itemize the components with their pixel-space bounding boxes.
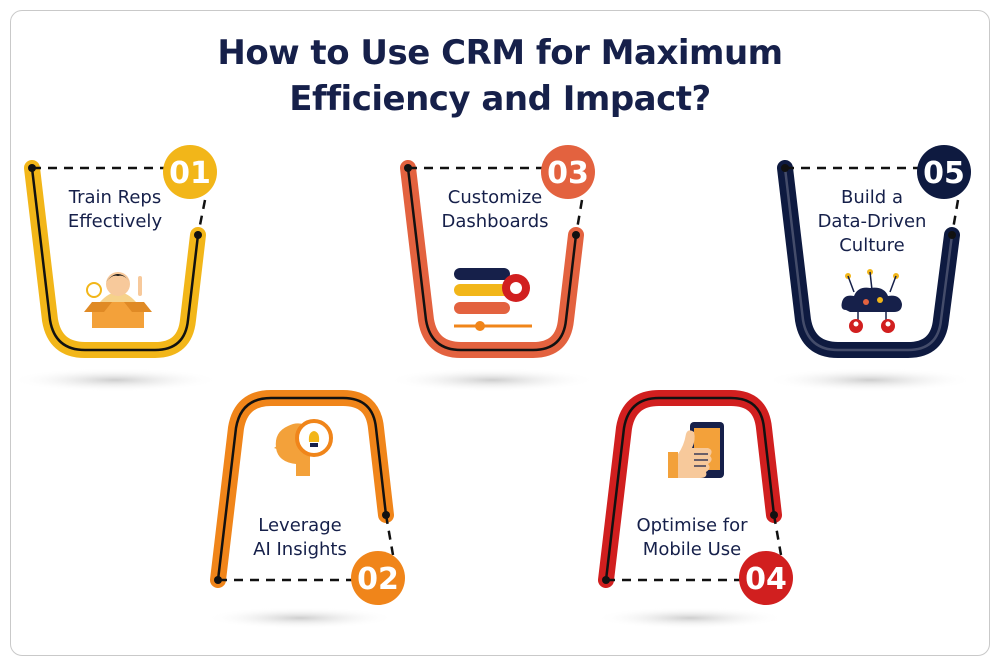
step-05-label-line-1: Build a [841,187,903,208]
step-04-dash-connector [606,514,783,582]
step-01-dash-connector [32,166,207,236]
step-04-shadow [595,607,785,629]
step-05-cup-inner-line [783,166,954,352]
mobile-thumbs-up-icon [668,422,724,478]
step-05-dash-connector [785,166,960,236]
infographic-frame [10,10,990,656]
step-02-label: Leverage AI Insights [230,514,370,562]
data-cloud-icon [841,269,902,333]
step-03-dash-connector [408,166,584,236]
ai-head-icon [274,419,333,476]
step-05-label: Build a Data-Driven Culture [797,186,947,258]
step-01-number: 01 [169,156,211,191]
step-04-cup-inner-line [604,396,776,582]
title-line-1: How to Use CRM for Maximum [217,33,783,73]
step-05-shadow [765,368,975,392]
step-03: 03 [387,145,597,392]
step-05: 05 [765,145,975,392]
step-03-shadow [387,368,597,392]
step-05-number: 05 [923,156,965,191]
step-01-label-line-1: Train Reps [68,187,162,208]
step-03-label-line-2: Dashboards [441,211,549,232]
step-04-label-line-2: Mobile Use [642,539,742,560]
step-01-label-line-2: Effectively [67,211,163,232]
step-03-label-line-1: Customize [447,187,543,208]
step-01-badge [163,145,217,199]
step-02-label-line-1: Leverage [258,515,342,536]
step-03-number: 03 [547,156,589,191]
step-05-label-line-2: Data-Driven [817,211,927,232]
step-05-badge [917,145,971,199]
step-03-badge [541,145,595,199]
step-02-badge [351,551,405,605]
step-03-label: Customize Dashboards [420,186,570,234]
step-02: 02 [205,390,405,629]
step-03-cup-inner-line [406,166,578,352]
step-04-badge [739,551,793,605]
step-02-label-line-2: AI Insights [253,539,347,560]
step-04: 04 [595,390,793,629]
step-01-cup-inner-line [30,166,200,352]
step-02-cup-inner-line [216,396,388,582]
step-02-number: 02 [357,562,399,597]
step-04-number: 04 [745,562,787,597]
dashboard-icon [454,268,532,331]
step-04-label: Optimise for Mobile Use [612,514,772,562]
step-01-shadow [10,368,220,392]
step-02-dash-connector [218,514,395,582]
step-01-label: Train Reps Effectively [45,186,185,234]
step-05-label-line-3: Culture [839,235,905,256]
page-title: How to Use CRM for Maximum Efficiency an… [0,30,1000,122]
step-01: 01 [10,145,220,392]
title-line-2: Efficiency and Impact? [289,79,711,119]
trainer-icon [84,272,152,328]
step-02-shadow [205,607,395,629]
step-04-label-line-1: Optimise for [636,515,748,536]
